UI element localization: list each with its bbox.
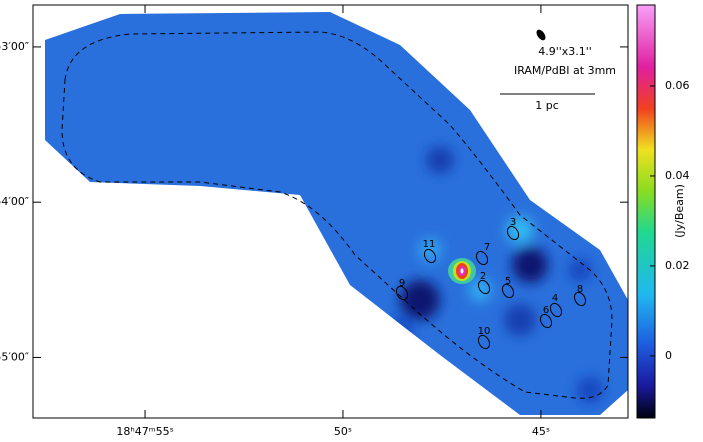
annotation: 1 pc: [535, 99, 559, 112]
source-label: 5: [505, 276, 511, 287]
source-label: 2: [480, 271, 486, 282]
y-tick-label: −1°55′00″: [0, 350, 29, 363]
source-ellipse: [475, 250, 489, 266]
x-tick-label: 50ˢ: [334, 425, 352, 438]
source-ellipse: [477, 334, 491, 350]
source-ellipse: [395, 285, 409, 301]
source-label: 6: [543, 305, 549, 316]
beam: [536, 29, 546, 41]
source-label: 10: [478, 326, 491, 337]
y-tick-label: −1°54′00″: [0, 195, 29, 208]
colorbar-tick-label: 0.02: [665, 259, 690, 272]
source-label: 4: [552, 293, 558, 304]
source-label: 8: [577, 284, 583, 295]
source-label: 11: [423, 239, 436, 250]
source-ellipse: [539, 313, 553, 329]
y-tick-label: −1°53′00″: [0, 40, 29, 53]
source-label: 3: [510, 217, 516, 228]
plot-frame: [32, 4, 629, 419]
source-label: 9: [399, 278, 405, 289]
colorbar: [636, 4, 656, 419]
source-ellipse: [573, 291, 587, 307]
annotation: IRAM/PdBI at 3mm: [514, 64, 616, 77]
colorbar-label: (Jy/Beam): [673, 184, 686, 238]
colorbar-tick-label: 0.06: [665, 79, 690, 92]
colorbar-tick-label: 0.04: [665, 169, 690, 182]
source-ellipse: [549, 302, 563, 318]
x-tick-label: 45ˢ: [532, 425, 550, 438]
colorbar-tick-label: 0: [665, 349, 672, 362]
source-label: 7: [484, 242, 490, 253]
x-tick-label: 18ʰ47ᵐ55ˢ: [116, 425, 173, 438]
annotation: 4.9''x3.1'': [538, 45, 592, 58]
source-ellipse: [477, 279, 491, 295]
source-ellipse: [501, 283, 515, 299]
source-ellipse: [506, 225, 520, 241]
coverage-contour: [61, 31, 613, 399]
source-ellipse: [423, 248, 437, 264]
